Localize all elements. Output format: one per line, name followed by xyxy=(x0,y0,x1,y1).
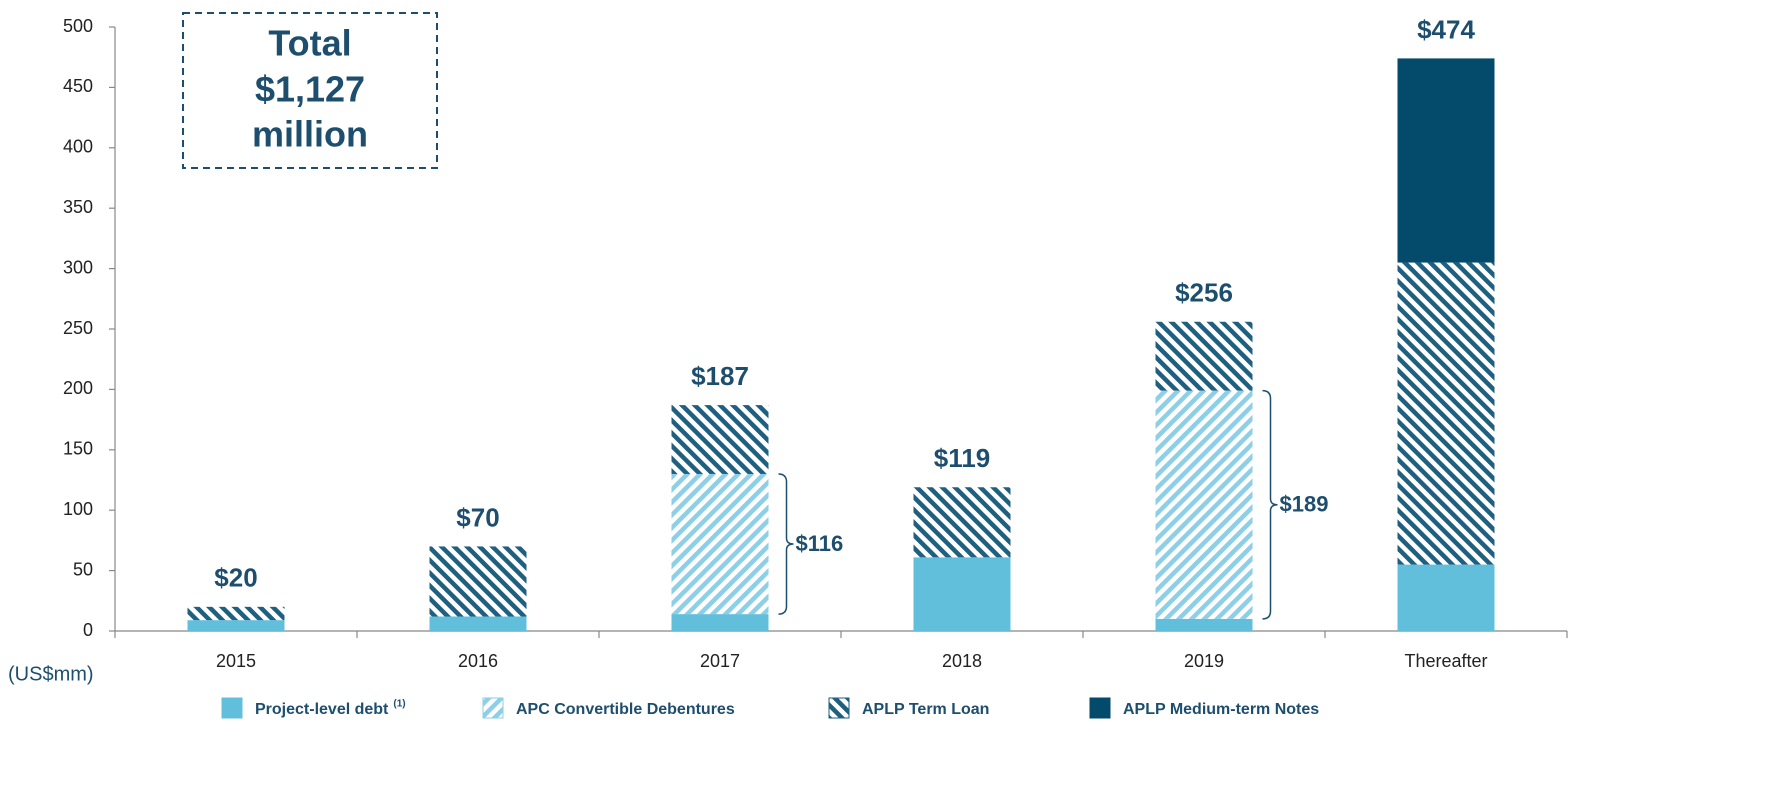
y-tick-label: 200 xyxy=(63,378,93,398)
y-tick-label: 250 xyxy=(63,318,93,338)
bar-segment xyxy=(429,616,527,631)
bar-segment xyxy=(187,606,285,621)
x-tick-label: 2018 xyxy=(942,651,982,671)
bar-segment xyxy=(1155,321,1253,391)
x-tick-label: 2017 xyxy=(700,651,740,671)
annotation-box xyxy=(182,12,438,169)
y-tick-label: 0 xyxy=(83,620,93,640)
y-tick-label: 500 xyxy=(63,16,93,36)
brace-label: $189 xyxy=(1280,492,1329,517)
total-label: $187 xyxy=(691,361,749,391)
legend-label: Project-level debt xyxy=(255,701,389,718)
y-tick-label: 450 xyxy=(63,76,93,96)
total-label: $70 xyxy=(456,502,499,532)
legend-swatch xyxy=(828,697,850,719)
y-tick-label: 400 xyxy=(63,137,93,157)
x-tick-label: 2019 xyxy=(1184,651,1224,671)
total-label: $474 xyxy=(1417,14,1475,44)
legend-label: APLP Medium-term Notes xyxy=(1123,701,1319,718)
bar-segment xyxy=(1397,58,1495,263)
total-label: $119 xyxy=(934,443,990,473)
bar-segment xyxy=(913,487,1011,558)
x-tick-label: 2016 xyxy=(458,651,498,671)
legend-swatch xyxy=(221,697,243,719)
bar-segment xyxy=(671,405,769,474)
y-tick-label: 350 xyxy=(63,197,93,217)
bar-segment xyxy=(1397,262,1495,565)
x-tick-label: Thereafter xyxy=(1404,651,1487,671)
y-tick-label: 150 xyxy=(63,439,93,459)
y-tick-label: 300 xyxy=(63,257,93,277)
bar-segment xyxy=(671,614,769,631)
y-tick-label: 50 xyxy=(73,559,93,579)
legend-label: APLP Term Loan xyxy=(862,701,989,718)
x-tick-label: 2015 xyxy=(216,651,256,671)
brace-label: $116 xyxy=(796,531,844,556)
brace xyxy=(778,473,794,615)
bar-segment xyxy=(1155,390,1253,619)
y-axis-label: (US$mm) xyxy=(8,663,94,685)
legend-swatch xyxy=(1089,697,1111,719)
annotation-line: Total xyxy=(268,23,351,64)
y-tick-label: 100 xyxy=(63,499,93,519)
legend-footnote: (1) xyxy=(393,699,405,710)
brace xyxy=(1262,389,1278,620)
total-label: $256 xyxy=(1175,278,1233,308)
bar-segment xyxy=(1397,564,1495,631)
total-label: $20 xyxy=(214,563,257,593)
annotation-line: million xyxy=(252,114,368,155)
bar-segment xyxy=(187,620,285,631)
annotation-line: $1,127 xyxy=(255,69,365,110)
bar-segment xyxy=(913,557,1011,631)
legend-swatch xyxy=(482,697,504,719)
bar-segment xyxy=(1155,618,1253,631)
bar-segment xyxy=(429,546,527,617)
bar-segment xyxy=(671,473,769,615)
legend-label: APC Convertible Debentures xyxy=(516,701,735,718)
